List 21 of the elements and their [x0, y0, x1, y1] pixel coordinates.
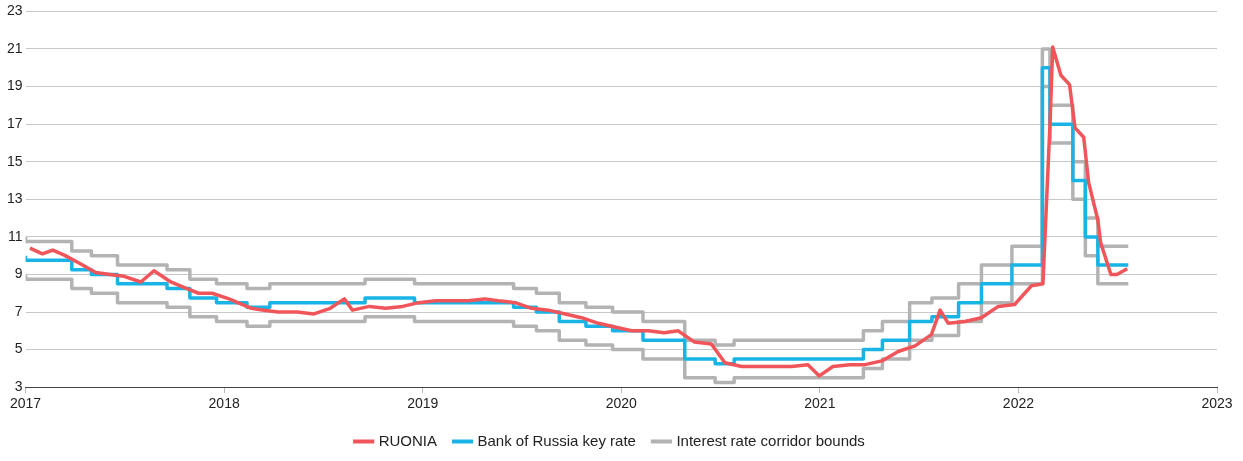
x-tick-label: 2018 — [208, 395, 240, 412]
y-tick-label: 11 — [8, 227, 23, 244]
y-tick-label: 21 — [6, 39, 23, 56]
x-tick-label: 2020 — [605, 395, 638, 412]
legend-label: Bank of Russia key rate — [477, 431, 636, 449]
x-tick-label: 2021 — [804, 395, 836, 412]
y-tick-label: 19 — [6, 77, 23, 94]
y-tick-label: 9 — [14, 265, 23, 282]
x-tick-label: 2017 — [9, 395, 42, 412]
x-tick-label: 2023 — [1201, 395, 1233, 412]
y-tick-label: 23 — [6, 2, 23, 19]
x-tick-label: 2022 — [1002, 395, 1035, 412]
y-tick-label: 17 — [6, 115, 23, 131]
legend-label: Interest rate corridor bounds — [676, 431, 865, 449]
y-tick-label: 3 — [14, 378, 23, 395]
legend-label: RUONIA — [378, 431, 438, 449]
y-tick-label: 13 — [6, 190, 23, 207]
y-tick-label: 15 — [6, 152, 23, 169]
y-tick-label: 5 — [14, 340, 23, 357]
x-tick-label: 2019 — [407, 395, 439, 412]
y-tick-label: 7 — [14, 302, 23, 319]
